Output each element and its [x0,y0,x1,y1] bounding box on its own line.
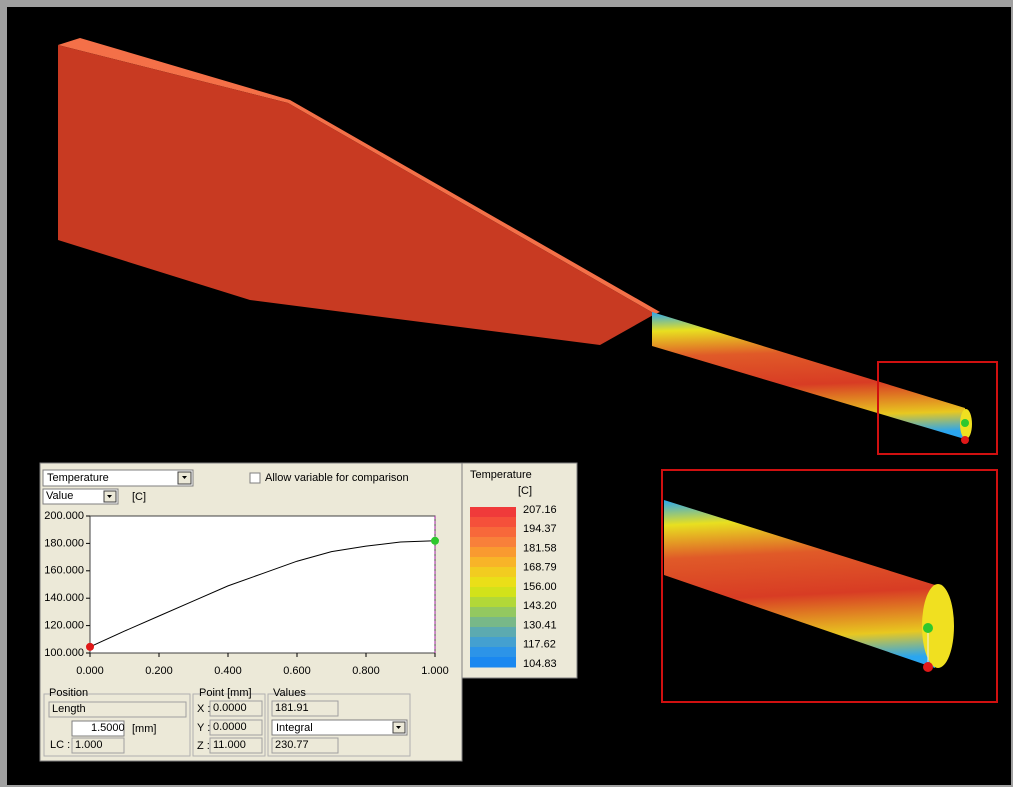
legend-swatch [470,587,516,598]
legend-label: 207.16 [523,504,557,516]
integral: 230.77 [275,739,309,751]
legend-swatch [470,537,516,548]
legend-swatch [470,657,516,668]
point-marker [961,436,969,444]
legend-swatch [470,557,516,568]
legend-label: 104.83 [523,658,557,670]
legend-label: 168.79 [523,562,557,574]
legend-label: 117.62 [523,639,556,651]
y-tick-label: 120.000 [44,620,84,632]
legend-label: 181.58 [523,542,557,554]
legend-title: Temperature [470,469,532,481]
legend-swatch [470,647,516,658]
value: 181.91 [275,702,309,714]
legend-unit: [C] [518,485,532,497]
checkbox[interactable] [250,473,260,483]
legend-swatch [470,527,516,538]
variable: Temperature [47,472,109,484]
legend-label: 194.37 [523,523,557,535]
legend-swatch [470,547,516,558]
y-tick-label: 140.000 [44,592,84,604]
legend-swatch [470,507,516,518]
legend-swatch [470,627,516,638]
y-value: 0.0000 [213,721,247,733]
position-value: 1.5000 [91,722,125,734]
point-marker [961,419,969,427]
mode: Value [46,490,73,502]
point-marker [923,623,933,633]
x-tick-label: 0.600 [283,665,311,677]
legend-swatch [470,597,516,608]
point-marker [923,662,933,672]
legend-label: 130.41 [523,619,557,631]
unit: [C] [132,491,146,503]
legend-label: 156.00 [523,581,557,593]
lc-value: 1.000 [75,739,103,751]
legend-swatch [470,617,516,628]
y-label: Y : [197,722,210,734]
x-tick-label: 0.000 [76,665,104,677]
legend-swatch [470,567,516,578]
legend-swatch [470,517,516,528]
y-tick-label: 160.000 [44,565,84,577]
z-value: 11.000 [213,739,246,751]
y-tick-label: 100.000 [44,647,84,659]
end-point [431,537,439,545]
lc-label: LC : [50,739,70,751]
x-tick-label: 0.200 [145,665,173,677]
position-mode: Length [52,703,86,715]
legend-swatch [470,577,516,588]
screen: Temperature Allow variable for compariso… [0,0,1013,787]
group-title: Position [49,687,88,699]
x-tick-label: 0.800 [352,665,380,677]
x-tick-label: 1.000 [421,665,449,677]
start-point [86,643,94,651]
values-mode: Integral [276,722,313,734]
group-title: Values [273,687,306,699]
x-label: X : [197,703,210,715]
position-unit: [mm] [132,723,156,735]
z-label: Z : [197,740,210,752]
x-tick-label: 0.400 [214,665,242,677]
legend-label: 143.20 [523,600,557,612]
legend-swatch [470,607,516,618]
y-tick-label: 180.000 [44,537,84,549]
x-value: 0.0000 [213,702,247,714]
group-title: Point [mm] [199,687,252,699]
plot-area [90,516,435,653]
checkbox-label: Allow variable for comparison [265,472,409,484]
legend-swatch [470,637,516,648]
y-tick-label: 200.000 [44,510,84,522]
